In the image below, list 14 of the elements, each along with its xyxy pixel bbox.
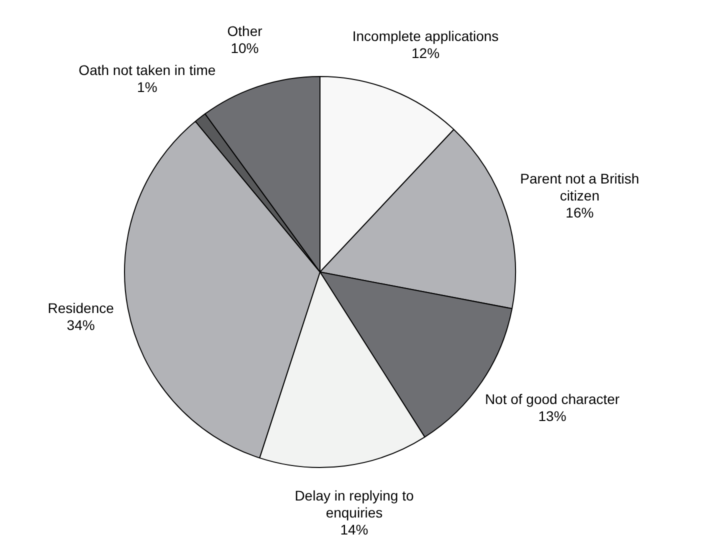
data-label: 34% <box>66 316 95 333</box>
data-label: 12% <box>412 44 440 61</box>
slice-label: Incomplete applications <box>352 28 499 44</box>
data-label: 16% <box>566 204 594 221</box>
slice-label: Not of good character <box>484 391 620 408</box>
slice-label: Residence <box>48 300 114 316</box>
slice-label: Oath not taken in time <box>78 62 216 78</box>
data-label: 10% <box>230 40 259 56</box>
data-label: 13% <box>538 408 566 424</box>
slice-label: Parent not a British citizen <box>520 170 640 204</box>
data-label: 1% <box>137 78 158 95</box>
data-label: 14% <box>340 521 368 538</box>
slice-label: Delay in replying to enquiries <box>294 487 414 520</box>
slice-label: Other <box>227 22 263 39</box>
